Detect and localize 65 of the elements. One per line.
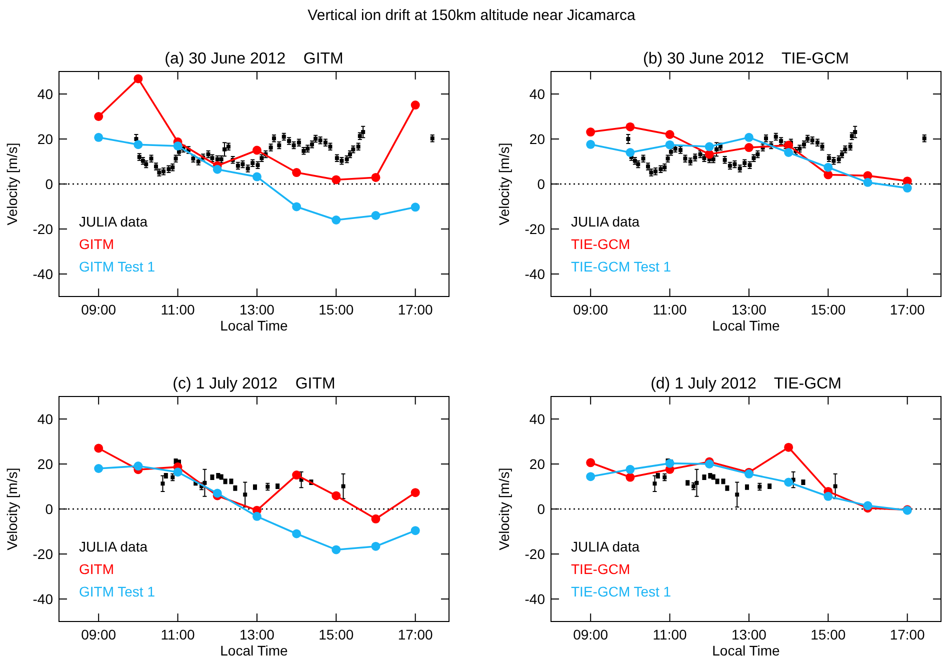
x-axis-title: Local Time: [220, 642, 288, 658]
x-tick-label: 15:00: [318, 302, 354, 318]
x-tick-label: 17:00: [890, 302, 926, 318]
y-tick-label: -20: [524, 221, 546, 237]
x-tick-label: 11:00: [160, 302, 195, 318]
x-tick-label: 13:00: [239, 626, 275, 642]
y-tick-label: 40: [529, 86, 546, 102]
x-tick-label: 11:00: [652, 302, 687, 318]
y-axis-title: Velocity [m/s]: [496, 468, 512, 550]
x-tick-label: 17:00: [398, 626, 434, 642]
y-tick-label: 20: [37, 456, 54, 472]
y-tick-label: 40: [37, 411, 54, 427]
chart-title: (c) 1 July 2012 GITM: [172, 376, 336, 392]
x-tick-label: 09:00: [573, 626, 608, 642]
y-tick-label: 0: [45, 501, 54, 517]
text: JULIA data: [571, 538, 640, 554]
y-tick-label: 0: [537, 176, 546, 192]
y-axis-title: Velocity [m/s]: [496, 142, 512, 226]
x-tick-label: 09:00: [81, 302, 116, 318]
y-tick-label: -20: [32, 546, 54, 562]
y-axis-title: Velocity [m/s]: [4, 142, 20, 226]
x-tick-label: 17:00: [398, 302, 434, 318]
x-tick-label: 11:00: [160, 626, 195, 642]
x-tick-label: 09:00: [573, 302, 608, 318]
y-tick-label: -40: [32, 591, 54, 607]
y-tick-label: 0: [537, 501, 546, 517]
x-tick-label: 13:00: [731, 302, 767, 318]
chart-title: (a) 30 June 2012 GITM: [164, 50, 344, 68]
y-tick-label: -20: [32, 221, 54, 237]
x-tick-label: 09:00: [81, 626, 116, 642]
text: GITM: [79, 561, 114, 577]
text: TIE-GCM: [571, 561, 630, 577]
x-axis-title: Local Time: [712, 318, 780, 334]
text: Vertical ion drift at 150km altitude near Jicamarca: [308, 7, 636, 24]
y-tick-label: -40: [524, 591, 546, 607]
x-tick-label: 11:00: [652, 626, 687, 642]
text: GITM: [79, 236, 114, 252]
chart-title: (b) 30 June 2012 TIE-GCM: [642, 50, 850, 68]
x-tick-label: 15:00: [810, 302, 846, 318]
y-axis-title: Velocity [m/s]: [4, 468, 20, 550]
y-tick-label: -40: [524, 266, 546, 282]
x-tick-label: 15:00: [810, 626, 846, 642]
y-tick-label: 40: [529, 411, 546, 427]
x-tick-label: 13:00: [731, 626, 767, 642]
text: JULIA data: [571, 214, 640, 230]
x-axis-title: Local Time: [220, 318, 288, 334]
chart-title: (d) 1 July 2012 TIE-GCM: [650, 376, 842, 392]
x-tick-label: 13:00: [239, 302, 275, 318]
y-tick-label: -20: [524, 546, 546, 562]
text: GITM Test 1: [79, 258, 156, 274]
y-tick-label: 20: [37, 131, 54, 147]
y-tick-label: 40: [37, 86, 54, 102]
y-tick-label: 0: [45, 176, 54, 192]
x-tick-label: 15:00: [318, 626, 354, 642]
text: TIE-GCM: [571, 236, 630, 252]
text: JULIA data: [79, 214, 148, 230]
x-axis-title: Local Time: [712, 642, 780, 658]
text: TIE-GCM Test 1: [571, 258, 672, 274]
text: GITM Test 1: [79, 584, 156, 600]
text: JULIA data: [79, 538, 148, 554]
y-tick-label: 20: [529, 456, 546, 472]
y-tick-label: -40: [32, 266, 54, 282]
x-tick-label: 17:00: [890, 626, 926, 642]
y-tick-label: 20: [529, 131, 546, 147]
text: TIE-GCM Test 1: [571, 584, 672, 600]
